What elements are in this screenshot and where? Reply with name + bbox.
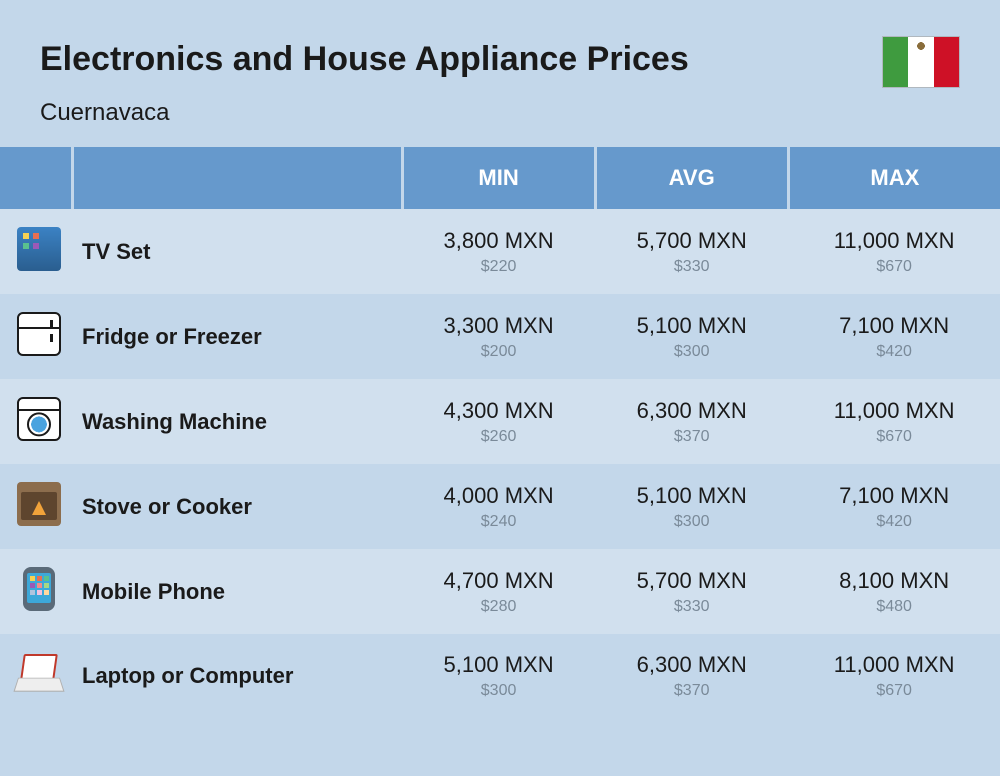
price-cell-avg: 6,300 MXN $370 <box>595 634 788 718</box>
price-main: 11,000 MXN <box>788 652 1000 678</box>
price-sub: $670 <box>788 428 1000 446</box>
price-cell-min: 5,100 MXN $300 <box>402 634 595 718</box>
header-avg: AVG <box>595 147 788 209</box>
price-cell-min: 3,300 MXN $200 <box>402 294 595 379</box>
table-header-row: MIN AVG MAX <box>0 147 1000 209</box>
price-main: 6,300 MXN <box>595 398 788 424</box>
page-subtitle: Cuernavaca <box>40 99 960 127</box>
price-cell-avg: 6,300 MXN $370 <box>595 379 788 464</box>
row-icon-cell <box>0 549 72 634</box>
flag-stripe-right <box>934 37 959 87</box>
price-cell-max: 11,000 MXN $670 <box>788 634 1000 718</box>
row-name: Washing Machine <box>72 379 402 464</box>
price-sub: $670 <box>788 258 1000 276</box>
tv-icon <box>17 227 61 271</box>
row-icon-cell <box>0 294 72 379</box>
flag-stripe-center <box>908 37 933 87</box>
price-main: 4,700 MXN <box>402 568 595 594</box>
price-cell-avg: 5,100 MXN $300 <box>595 294 788 379</box>
price-sub: $420 <box>788 343 1000 361</box>
price-main: 11,000 MXN <box>788 228 1000 254</box>
price-sub: $480 <box>788 598 1000 616</box>
price-cell-min: 3,800 MXN $220 <box>402 209 595 294</box>
page-title: Electronics and House Appliance Prices <box>40 40 960 79</box>
fridge-icon <box>17 312 61 356</box>
row-icon-cell <box>0 634 72 718</box>
washing-machine-icon <box>17 397 61 441</box>
price-cell-avg: 5,700 MXN $330 <box>595 209 788 294</box>
price-sub: $670 <box>788 682 1000 700</box>
price-main: 5,100 MXN <box>595 313 788 339</box>
flag-emblem-icon <box>912 37 930 55</box>
row-icon-cell <box>0 209 72 294</box>
header-name-col <box>72 147 402 209</box>
price-main: 5,700 MXN <box>595 568 788 594</box>
header-icon-col <box>0 147 72 209</box>
price-main: 8,100 MXN <box>788 568 1000 594</box>
row-name: Mobile Phone <box>72 549 402 634</box>
header-min: MIN <box>402 147 595 209</box>
page: Electronics and House Appliance Prices C… <box>0 0 1000 776</box>
price-sub: $200 <box>402 343 595 361</box>
price-main: 5,100 MXN <box>595 483 788 509</box>
header: Electronics and House Appliance Prices C… <box>0 0 1000 147</box>
stove-icon <box>17 482 61 526</box>
table-row: Stove or Cooker4,000 MXN $2405,100 MXN $30… <box>0 464 1000 549</box>
price-main: 5,100 MXN <box>402 652 595 678</box>
price-main: 7,100 MXN <box>788 313 1000 339</box>
price-main: 7,100 MXN <box>788 483 1000 509</box>
price-cell-avg: 5,700 MXN $330 <box>595 549 788 634</box>
price-cell-min: 4,300 MXN $260 <box>402 379 595 464</box>
table-row: Washing Machine4,300 MXN $2606,300 MXN $37… <box>0 379 1000 464</box>
price-sub: $260 <box>402 428 595 446</box>
price-sub: $330 <box>595 598 788 616</box>
price-cell-max: 11,000 MXN $670 <box>788 209 1000 294</box>
row-name: Fridge or Freezer <box>72 294 402 379</box>
price-sub: $280 <box>402 598 595 616</box>
price-cell-max: 7,100 MXN $420 <box>788 294 1000 379</box>
price-cell-avg: 5,100 MXN $300 <box>595 464 788 549</box>
row-icon-cell <box>0 464 72 549</box>
price-sub: $370 <box>595 682 788 700</box>
price-main: 4,300 MXN <box>402 398 595 424</box>
table-row: Laptop or Computer5,100 MXN $3006,300 MXN… <box>0 634 1000 718</box>
mexico-flag-icon <box>882 36 960 88</box>
price-cell-min: 4,700 MXN $280 <box>402 549 595 634</box>
row-icon-cell <box>0 379 72 464</box>
table-row: Fridge or Freezer3,300 MXN$2005,100 MXN$… <box>0 294 1000 379</box>
row-name: Laptop or Computer <box>72 634 402 718</box>
price-cell-max: 8,100 MXN $480 <box>788 549 1000 634</box>
price-main: 6,300 MXN <box>595 652 788 678</box>
price-sub: $240 <box>402 513 595 531</box>
price-sub: $330 <box>595 258 788 276</box>
price-sub: $300 <box>402 682 595 700</box>
mobile-phone-icon <box>23 567 55 611</box>
price-sub: $300 <box>595 343 788 361</box>
price-main: 4,000 MXN <box>402 483 595 509</box>
header-max: MAX <box>788 147 1000 209</box>
price-main: 3,300 MXN <box>402 313 595 339</box>
price-sub: $370 <box>595 428 788 446</box>
price-sub: $300 <box>595 513 788 531</box>
table-row: TV Set3,800 MXN $2205,700 MXN $33011,000 M… <box>0 209 1000 294</box>
flag-stripe-left <box>883 37 908 87</box>
laptop-icon <box>14 654 64 694</box>
price-cell-min: 4,000 MXN $240 <box>402 464 595 549</box>
price-cell-max: 11,000 MXN $670 <box>788 379 1000 464</box>
price-main: 11,000 MXN <box>788 398 1000 424</box>
price-sub: $220 <box>402 258 595 276</box>
price-main: 5,700 MXN <box>595 228 788 254</box>
row-name: TV Set <box>72 209 402 294</box>
row-name: Stove or Cooker <box>72 464 402 549</box>
price-sub: $420 <box>788 513 1000 531</box>
price-cell-max: 7,100 MXN $420 <box>788 464 1000 549</box>
price-main: 3,800 MXN <box>402 228 595 254</box>
prices-table: MIN AVG MAX TV Set3,800 MXN$2205,700 MXN… <box>0 147 1000 718</box>
table-row: Mobile Phone4,700 MXN $2805,700 MXN $3308,… <box>0 549 1000 634</box>
